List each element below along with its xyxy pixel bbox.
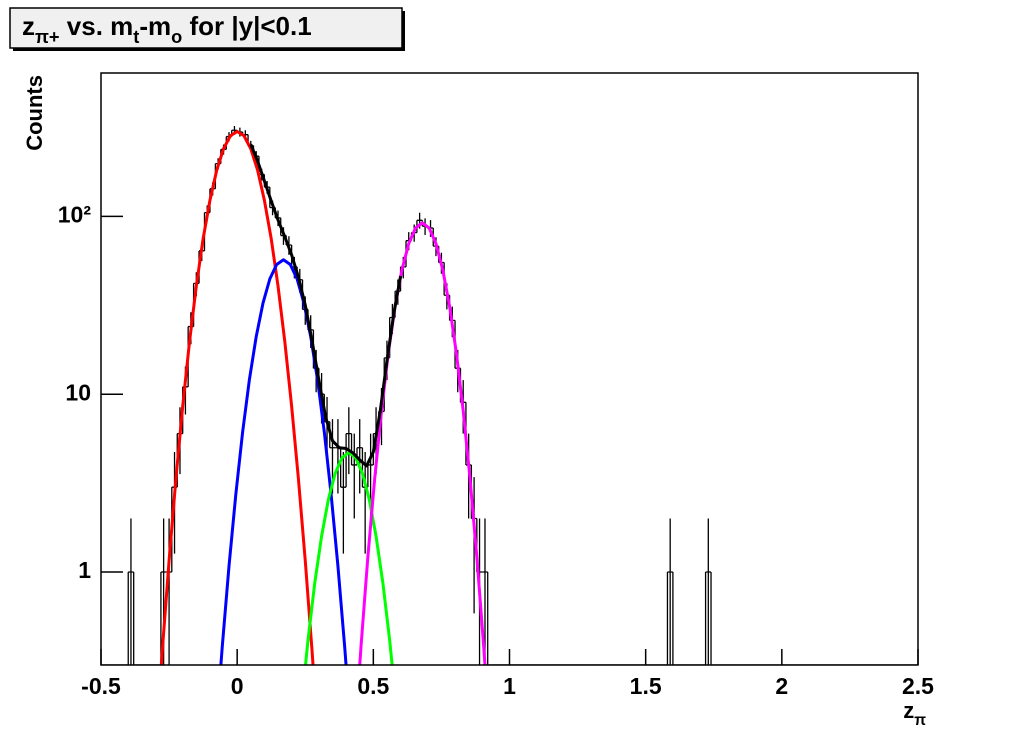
x-tick-label: 0: [231, 673, 244, 699]
histogram-bin: [340, 447, 347, 554]
x-tick-label: 0.5: [357, 673, 389, 699]
y-tick-label: 10: [65, 379, 91, 405]
chart-title: zπ+ vs. mt-mo for |y|<0.1: [22, 11, 312, 47]
histogram-bin: [672, 572, 679, 665]
text-part: -m: [139, 11, 171, 41]
fit-curve: [249, 143, 403, 468]
fit-curve: [358, 221, 487, 665]
x-tick-label: 2: [775, 673, 788, 699]
histogram-bin: [482, 518, 488, 665]
title-box: [9, 7, 403, 49]
text-part: z: [903, 698, 914, 723]
histogram-bin: [704, 518, 712, 665]
histogram-bin: [487, 572, 494, 665]
histogram-bin: [350, 433, 357, 519]
y-axis-label: Counts: [22, 75, 47, 151]
plot-area: [101, 125, 918, 665]
text-part: vs. m: [60, 11, 134, 41]
text-part: t: [133, 27, 139, 47]
x-axis-label: zπ: [903, 698, 926, 729]
text-part: for |y|<0.1: [182, 11, 311, 41]
text-part: π: [914, 712, 926, 729]
text-part: z: [22, 11, 35, 41]
fit-curve: [303, 451, 394, 665]
x-tick-label: 1.5: [630, 673, 662, 699]
fit-curve: [159, 130, 315, 665]
histogram-bin: [345, 407, 352, 488]
histogram-bin: [710, 572, 717, 665]
histogram-bin: [133, 572, 140, 665]
fit-curve: [219, 258, 348, 665]
text-part: o: [171, 27, 182, 47]
y-tick-label: 1: [78, 557, 91, 583]
text-part: π+: [35, 27, 60, 47]
histogram-bin: [127, 518, 134, 665]
x-tick-label: 2.5: [902, 673, 934, 699]
histogram-bin: [666, 518, 673, 665]
y-tick-label: 10²: [58, 201, 92, 227]
x-tick-label: 1: [503, 673, 516, 699]
x-tick-label: -0.5: [81, 673, 121, 699]
